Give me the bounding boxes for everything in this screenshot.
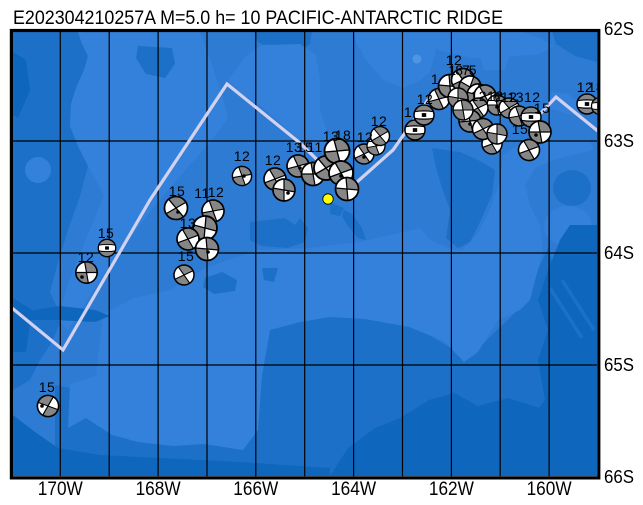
svg-text:1312: 1312 [507,89,540,105]
svg-text:E202304210257A M=5.0 h= 10 PAC: E202304210257A M=5.0 h= 10 PACIFIC-ANTAR… [13,7,503,29]
svg-text:160W: 160W [527,478,573,500]
svg-text:65S: 65S [604,355,634,375]
svg-text:15: 15 [39,379,56,395]
svg-text:162W: 162W [429,478,475,500]
svg-text:12: 12 [357,129,374,145]
svg-text:15: 15 [98,225,115,241]
svg-text:66S: 66S [604,467,634,487]
svg-text:170W: 170W [38,478,84,500]
svg-text:1: 1 [404,104,412,120]
svg-text:15: 15 [534,100,551,116]
svg-text:12: 12 [78,249,95,265]
svg-text:62S: 62S [604,19,634,39]
svg-text:12: 12 [265,152,282,168]
svg-text:13: 13 [286,139,303,155]
svg-text:18: 18 [335,127,352,143]
svg-text:11: 11 [307,139,323,155]
svg-text:166W: 166W [233,478,279,500]
svg-text:11: 11 [194,185,210,201]
svg-text:18: 18 [588,79,605,95]
svg-text:13: 13 [180,215,197,231]
svg-text:15: 15 [169,183,186,199]
svg-text:168W: 168W [136,478,182,500]
svg-text:12: 12 [446,52,463,68]
svg-text:1875: 1875 [448,62,476,78]
svg-text:612: 612 [493,89,518,105]
svg-text:12: 12 [577,79,594,95]
svg-text:63S: 63S [604,131,634,151]
svg-text:15: 15 [297,139,314,155]
svg-text:1212: 1212 [470,88,503,104]
svg-text:164W: 164W [331,478,377,500]
svg-text:12: 12 [371,113,388,129]
svg-text:1: 1 [431,71,439,87]
svg-text:12: 12 [234,148,251,164]
svg-text:12: 12 [208,184,225,200]
svg-text:15: 15 [512,121,529,137]
svg-text:64S: 64S [604,243,634,263]
svg-text:12: 12 [417,91,434,107]
svg-text:13: 13 [323,128,340,144]
svg-text:15: 15 [178,248,195,264]
